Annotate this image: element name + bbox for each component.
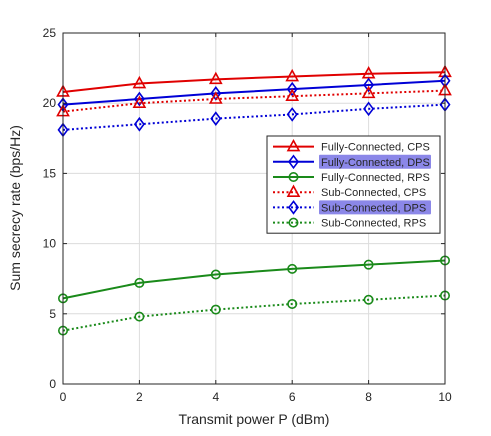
legend-label: Fully-Connected, RPS — [321, 172, 430, 184]
data-point — [210, 269, 221, 280]
x-axis-label: Transmit power P (dBm) — [179, 411, 330, 427]
legend-item: Fully-Connected, DPS — [273, 154, 431, 170]
legend: Fully-Connected, CPS Fully-Connected, DPS… — [266, 135, 441, 234]
data-point — [363, 101, 375, 117]
legend-item: Sub-Connected, CPS — [273, 184, 426, 199]
x-tick-label: 4 — [212, 390, 219, 404]
series-line — [62, 103, 446, 131]
series-line — [62, 89, 446, 113]
series-line — [62, 79, 446, 106]
legend-marker — [286, 138, 301, 152]
plot-frame — [62, 32, 446, 385]
legend-marker — [288, 154, 299, 170]
series-line — [62, 294, 446, 332]
y-tick-label: 0 — [49, 377, 56, 391]
data-point — [133, 91, 145, 107]
legend-item: Sub-Connected, DPS — [273, 200, 431, 215]
legend-item: Fully-Connected, RPS — [273, 172, 430, 184]
legend-marker — [288, 200, 299, 215]
legend-marker — [288, 217, 299, 228]
data-point — [210, 304, 221, 315]
y-tick-label: 10 — [43, 237, 57, 251]
x-tick-label: 0 — [60, 390, 67, 404]
series-3 — [57, 255, 450, 304]
legend-marker — [286, 184, 301, 197]
x-tick-label: 10 — [438, 390, 452, 404]
legend-highlight — [319, 200, 431, 215]
x-tick-label: 6 — [289, 390, 296, 404]
data-point — [287, 298, 298, 309]
axis-ticks: 0 2 4 6 8 10 0 5 10 15 20 25 — [43, 26, 452, 404]
data-point — [287, 263, 298, 274]
series-6 — [57, 290, 450, 336]
data-point — [134, 277, 145, 288]
data-point — [210, 111, 222, 126]
data-point — [286, 81, 298, 97]
data-point — [285, 88, 300, 101]
series-line — [62, 259, 446, 300]
legend-label: Sub-Connected, RPS — [321, 218, 426, 230]
series-5 — [57, 97, 451, 138]
legend-item: Fully-Connected, CPS — [273, 138, 430, 154]
data-point — [286, 107, 298, 122]
legend-box — [266, 135, 441, 234]
series-layer — [56, 64, 452, 336]
y-axis-label: Sum secrecy rate (bps/Hz) — [7, 125, 23, 291]
data-point — [363, 259, 374, 270]
legend-label: Sub-Connected, DPS — [321, 202, 426, 214]
data-point — [132, 75, 147, 89]
legend-item: Sub-Connected, RPS — [273, 218, 426, 230]
legend-highlight — [319, 154, 431, 169]
data-point — [361, 85, 376, 99]
series-line — [62, 71, 446, 93]
data-point — [132, 95, 147, 108]
y-tick-label: 15 — [43, 166, 57, 180]
data-point — [133, 116, 145, 132]
y-tick-label: 25 — [43, 26, 57, 40]
data-point — [285, 68, 300, 82]
y-tick-label: 20 — [43, 96, 57, 110]
data-point — [363, 294, 374, 305]
legend-label: Sub-Connected, CPS — [321, 187, 426, 199]
data-point — [134, 311, 145, 322]
legend-label: Fully-Connected, DPS — [321, 157, 430, 169]
x-tick-label: 8 — [365, 390, 372, 404]
y-tick-label: 5 — [49, 307, 56, 321]
data-point — [208, 91, 223, 104]
data-point — [363, 77, 375, 93]
x-tick-label: 2 — [136, 390, 143, 404]
data-point — [208, 71, 223, 85]
legend-label: Fully-Connected, CPS — [321, 142, 430, 154]
legend-marker — [288, 172, 299, 183]
